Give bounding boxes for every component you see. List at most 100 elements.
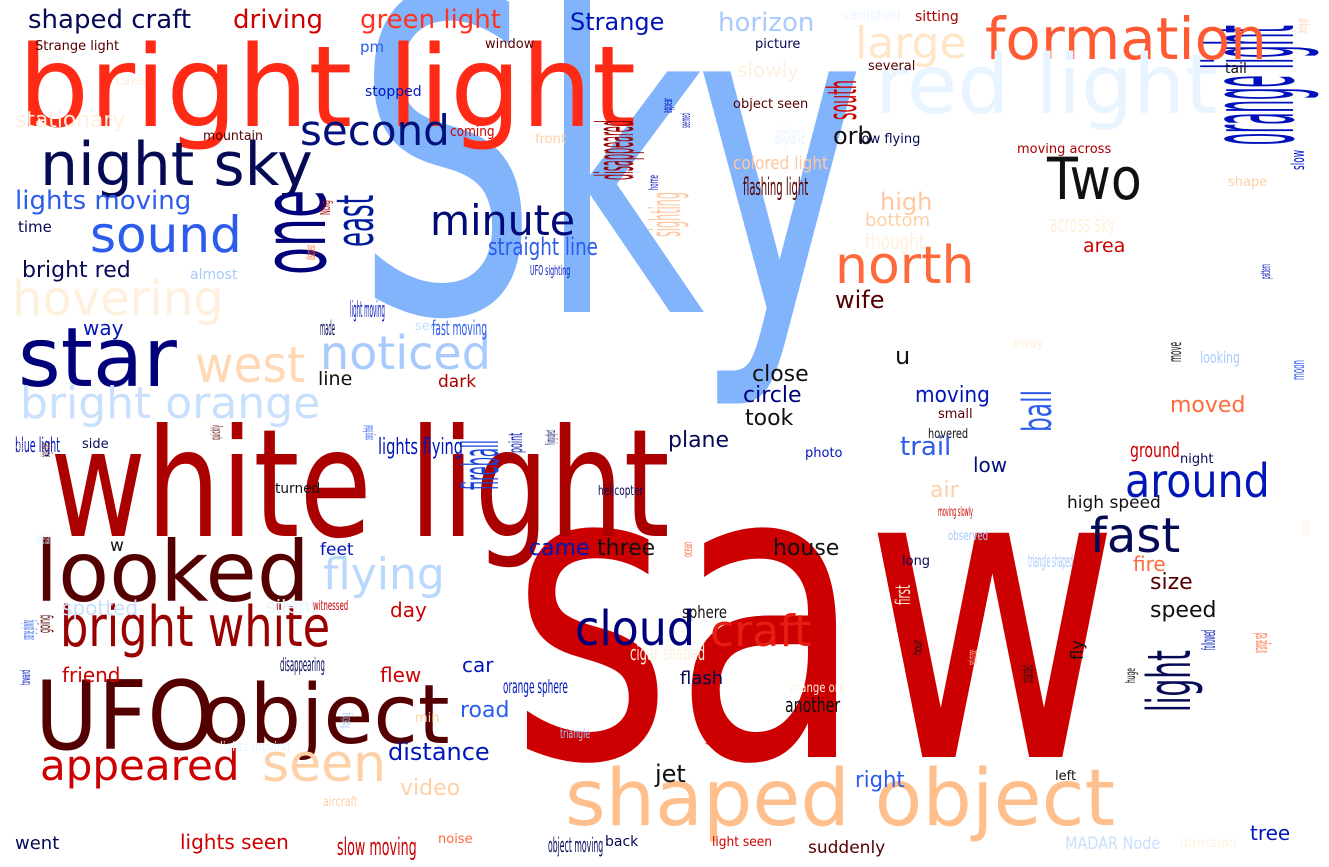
word-slow: slow (1288, 149, 1309, 170)
word-house: house (773, 536, 840, 561)
word-three: three (597, 536, 656, 561)
word-friend: friend (62, 663, 121, 687)
word-top: top (704, 729, 719, 745)
word-triangle: triangle (560, 727, 591, 742)
word-outside: outside (1299, 520, 1314, 535)
word-stationary: stationary (15, 108, 126, 133)
word-going: going (35, 614, 55, 633)
word-disappear: disappear (304, 244, 319, 260)
word-pattern: pattern (1259, 264, 1274, 279)
word-bright-light: bright light (18, 23, 637, 153)
word-triangle-shaped: triangle shaped (1028, 551, 1073, 572)
word-flash: flash (680, 668, 724, 689)
word-looking: looking (1200, 348, 1241, 367)
word-shaped-object: shaped object (565, 754, 1116, 844)
word-away: away (1013, 336, 1044, 351)
word-jet: jet (655, 760, 686, 788)
word-bright-object: bright object (39, 442, 54, 457)
word-fire: fire (1133, 552, 1166, 576)
word-circular-object: circular object (1018, 665, 1038, 683)
word-moon: moon (1288, 360, 1309, 380)
word-wife: wife (835, 286, 885, 314)
word-suddenly: suddenly (808, 838, 886, 858)
word-slowly: slowly (737, 58, 799, 82)
word-moving-slowly: moving slowly (938, 505, 973, 520)
word-right: right (855, 768, 905, 793)
word-time: time (18, 218, 52, 236)
word-ball: ball (1015, 389, 1061, 432)
word-west: west (195, 336, 306, 394)
word-spotted: spotted (62, 596, 139, 620)
word-small: small (938, 407, 973, 422)
word-orange-red: orange red (1248, 633, 1272, 653)
word-line: line (318, 368, 353, 390)
word-aircraft: aircraft (323, 795, 358, 810)
word-bottom: bottom (865, 210, 931, 231)
word-side: side (82, 437, 109, 452)
word-night: night (1180, 452, 1214, 467)
word-night-sky: night sky (40, 130, 313, 200)
word-second: second (300, 106, 450, 155)
word-ufo: UFO (35, 662, 215, 772)
word-toward: toward (19, 669, 34, 685)
word-around: around (1125, 454, 1270, 508)
word-low-flying: low flying (858, 132, 921, 147)
word-flying-object: flying object (544, 429, 559, 445)
word-orb: orb (833, 122, 873, 150)
word-see: see (415, 319, 438, 334)
word-silent: silent (266, 596, 318, 618)
word-helicopter: helicopter (598, 484, 644, 499)
word-huge: huge (1124, 668, 1139, 683)
word-followed: followed (1198, 630, 1220, 650)
word-fast: fast (1090, 508, 1181, 564)
word-air: air (930, 478, 959, 503)
word-green-light: green light (360, 5, 501, 35)
word-picture: picture (755, 37, 801, 52)
word-orange-sphere: orange sphere (503, 676, 568, 698)
word-back: back (605, 834, 639, 850)
word-observed: observed (948, 529, 989, 544)
word-east: east (326, 194, 386, 247)
word-circle: circle (743, 383, 802, 408)
word-size: size (1150, 570, 1193, 595)
word-lights-seen: lights seen (180, 830, 289, 854)
word-home: home (647, 175, 662, 190)
word-road: road (460, 698, 510, 723)
word-almost: almost (190, 267, 238, 283)
word-light: light (1135, 650, 1205, 712)
word-seen: seen (262, 734, 387, 794)
word-close: close (752, 362, 809, 387)
word-min: min (415, 711, 440, 726)
word-area: area (1083, 235, 1126, 257)
word-dark: dark (438, 372, 477, 392)
word-lake: Lake (115, 74, 146, 89)
word-mountain: mountain (203, 129, 264, 144)
word-window: window (485, 37, 535, 52)
word-disappearing: disappearing (280, 654, 325, 676)
word-object-seen: object seen (733, 97, 809, 112)
word-shaped-craft: shaped craft (28, 5, 192, 35)
word-another: another (785, 693, 841, 717)
word-coming: coming (450, 124, 495, 140)
word-cloud: cloud (575, 601, 695, 657)
word-quickly: quickly (209, 424, 224, 440)
word-white-light: white light (50, 398, 670, 572)
word-blinking-light: blinking light (1296, 17, 1311, 33)
word-saw: saw (510, 376, 1121, 854)
word-hovered: hovered (928, 427, 969, 442)
word-object: object (200, 668, 450, 763)
word-several: several (868, 59, 916, 74)
word-first: first (891, 584, 915, 605)
word-craft: craft (710, 606, 812, 657)
word-flying: flying (323, 549, 445, 600)
word-formation: formation (985, 5, 1267, 73)
word-tail: tail (1225, 61, 1247, 77)
word-day: day (390, 598, 427, 622)
word-flashing-light: flashing light (743, 173, 809, 201)
word-colored-light: colored light (733, 153, 829, 174)
word-driving: driving (233, 5, 324, 35)
word-disappeared: disappeared (586, 120, 646, 180)
word-u: u (895, 342, 911, 370)
word-vanished: vanished (842, 9, 901, 24)
